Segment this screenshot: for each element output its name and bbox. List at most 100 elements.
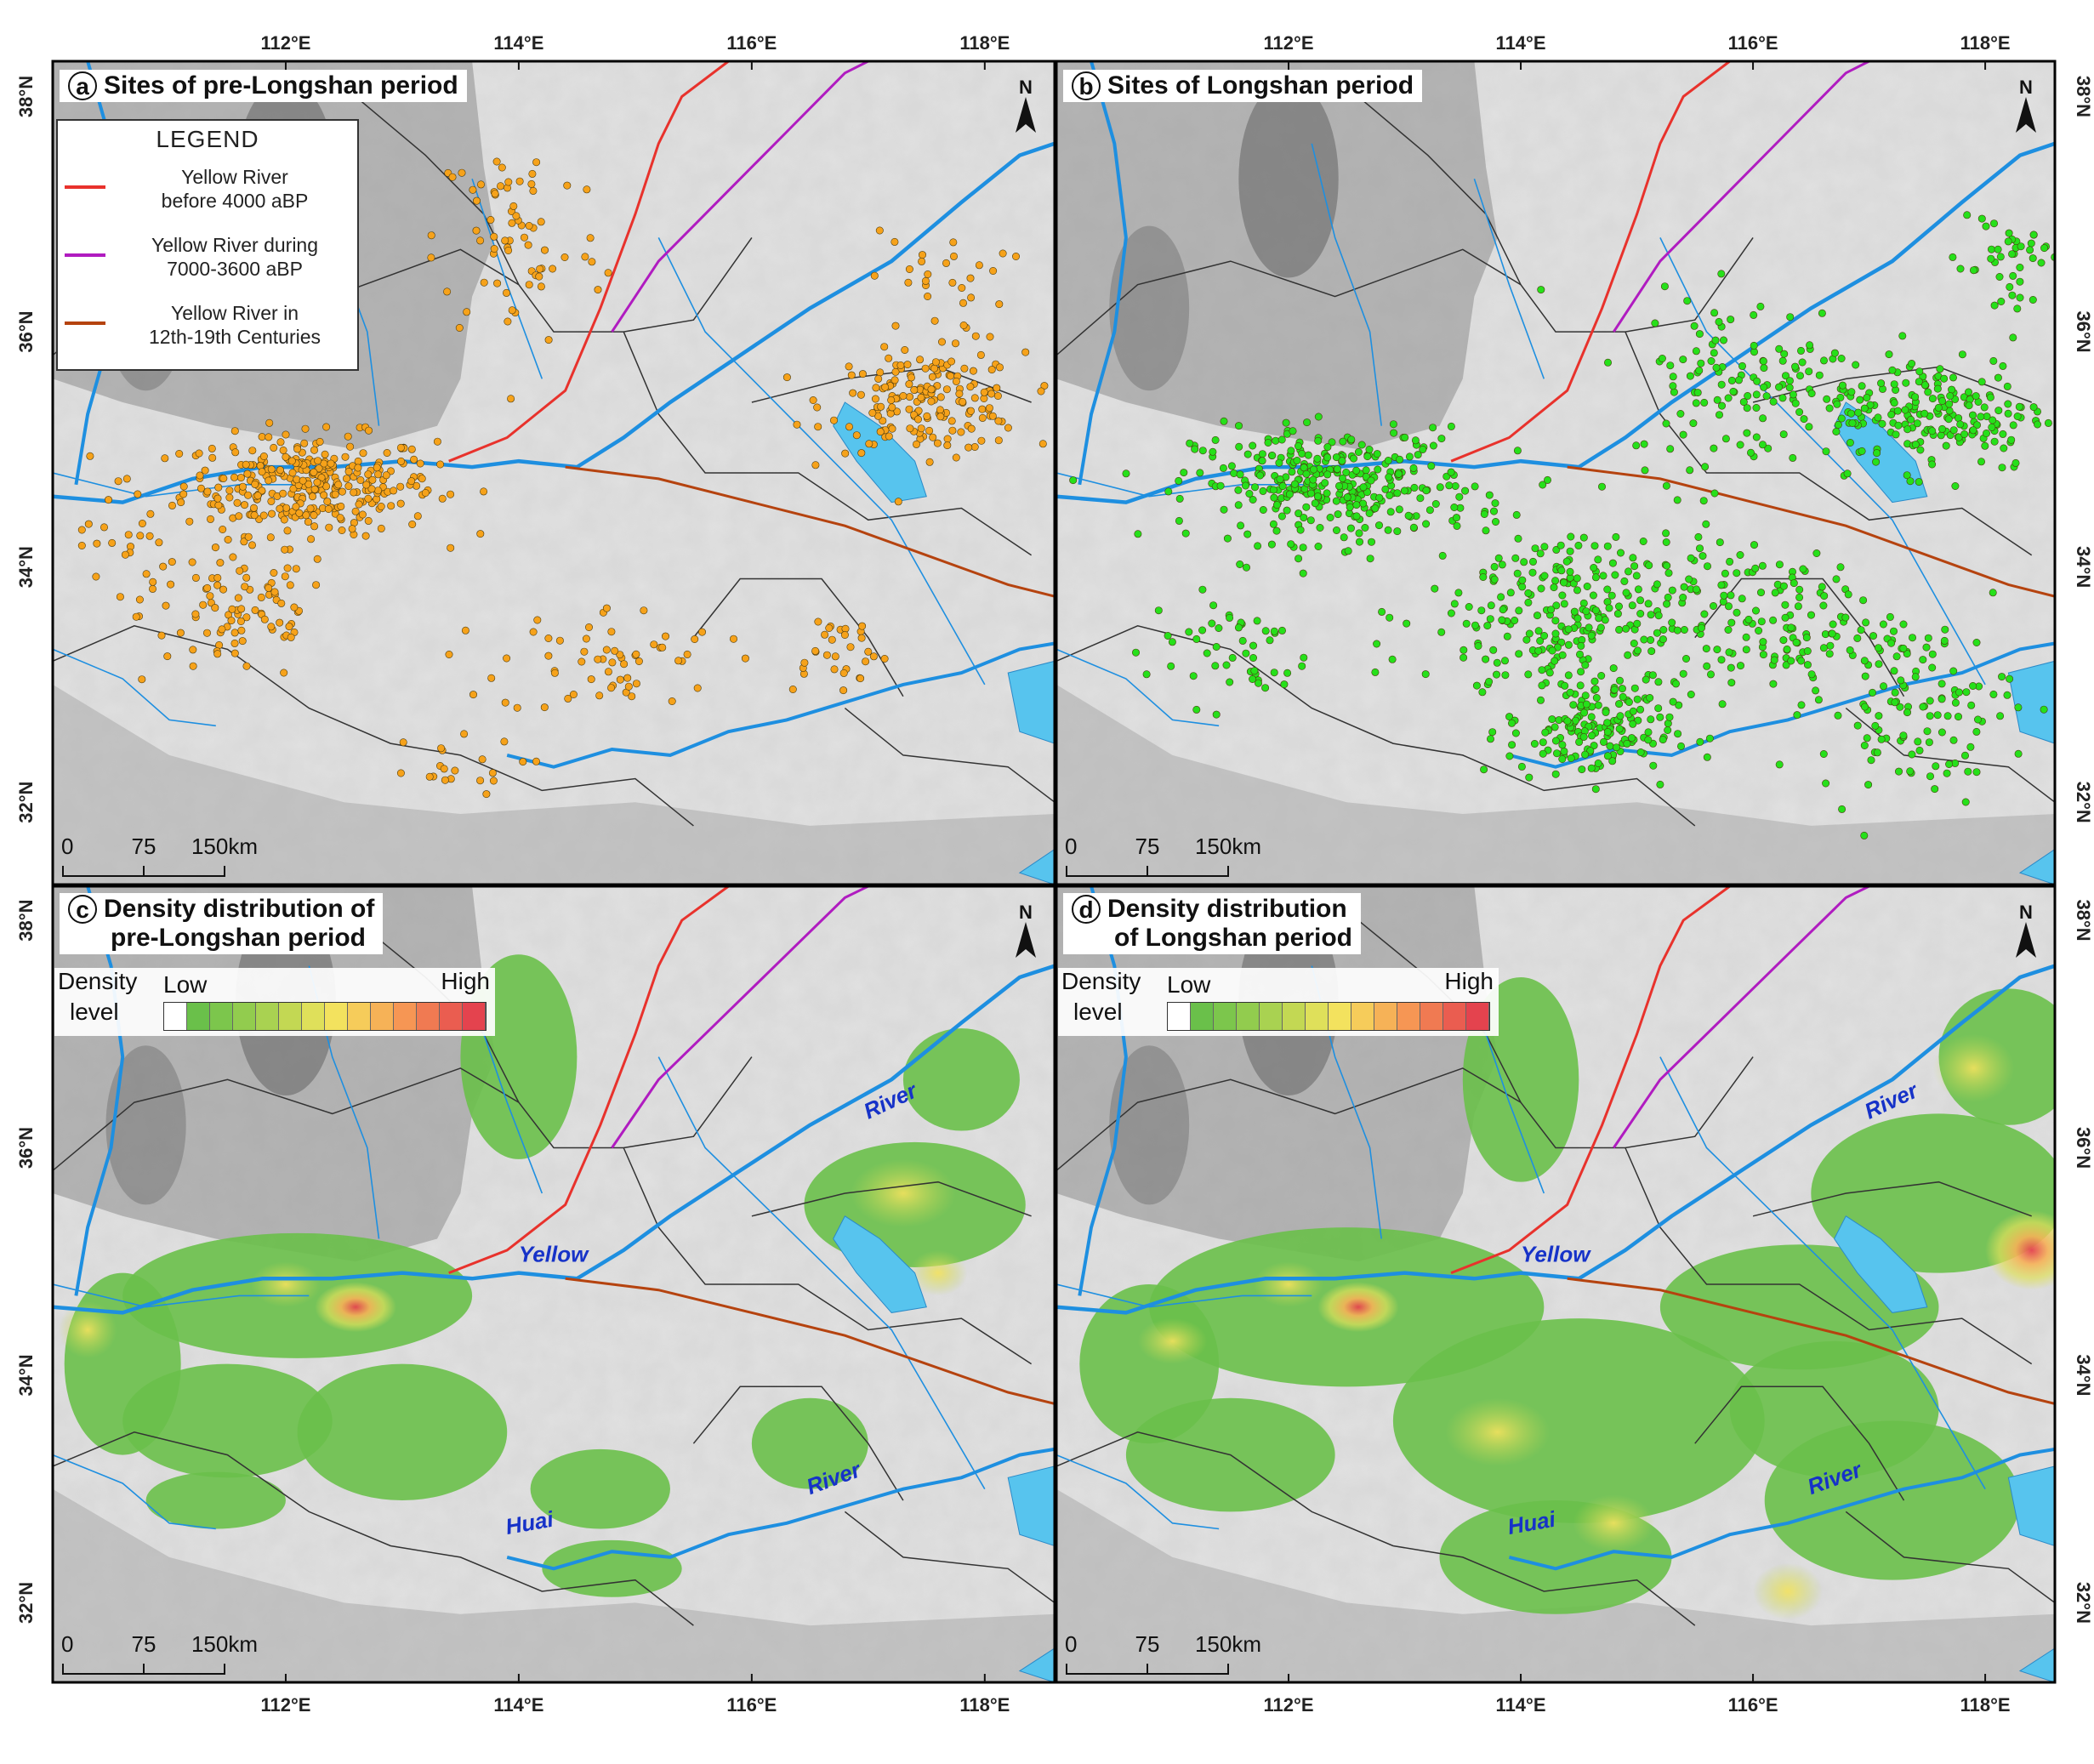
site-point [373, 470, 382, 479]
site-point [509, 202, 518, 210]
site-point [924, 292, 932, 300]
site-point [1996, 712, 2005, 720]
site-point [136, 532, 145, 540]
site-point [952, 339, 960, 348]
site-point [1616, 712, 1625, 720]
site-point [1553, 749, 1562, 758]
site-point [1833, 400, 1841, 408]
site-point [1486, 615, 1494, 623]
site-point [242, 662, 251, 670]
site-point [1680, 625, 1688, 634]
site-point [373, 487, 382, 495]
site-point [1856, 395, 1864, 404]
site-point [1717, 380, 1726, 389]
site-point [1259, 487, 1267, 495]
site-point [1544, 475, 1552, 484]
site-point [650, 640, 658, 649]
site-point [1750, 310, 1758, 319]
huai-river [506, 641, 1055, 769]
site-point [2006, 282, 2014, 291]
site-point [1037, 387, 1045, 395]
density-blob [751, 1397, 868, 1489]
site-point [1612, 532, 1620, 541]
site-point [564, 694, 572, 703]
site-point [321, 450, 329, 458]
site-point [1503, 632, 1511, 640]
site-point [1919, 703, 1927, 711]
site-point [1942, 441, 1950, 450]
site-point [729, 634, 737, 643]
site-point [1839, 381, 1847, 390]
site-point [959, 321, 968, 329]
site-point [1237, 521, 1245, 530]
site-point [1710, 444, 1718, 452]
site-point [1687, 690, 1695, 698]
site-point [313, 478, 321, 487]
site-point [1654, 612, 1663, 620]
site-point [1977, 378, 1986, 386]
site-point [390, 487, 398, 495]
site-point [640, 606, 648, 615]
site-point [1988, 423, 1996, 431]
site-point [1276, 475, 1284, 483]
panel-title-a: a Sites of pre-Longshan period [60, 70, 467, 102]
site-point [491, 190, 499, 198]
site-point [302, 511, 310, 520]
scale-bar: 0 75 150km [1065, 834, 1261, 877]
site-point [1990, 219, 1999, 228]
latitude-tick-label: 36°N [2073, 310, 2094, 352]
site-point [2011, 458, 2020, 467]
site-point [1662, 419, 1670, 428]
site-point [219, 585, 227, 594]
site-point [1300, 653, 1308, 662]
province-border [1056, 1056, 1754, 1171]
site-point [383, 448, 391, 457]
site-point [840, 630, 849, 639]
site-point [285, 623, 293, 631]
site-point [276, 504, 284, 513]
province-border [751, 366, 1032, 403]
site-point [1270, 627, 1278, 635]
site-point [1386, 613, 1394, 622]
site-point [280, 669, 288, 677]
site-point [1453, 521, 1461, 530]
site-point [1944, 415, 1953, 424]
site-point [1211, 435, 1220, 444]
river-label: Yellow [1521, 1241, 1591, 1266]
site-point [1537, 696, 1545, 704]
site-point [1695, 330, 1704, 339]
site-point [658, 643, 667, 652]
site-point [942, 259, 951, 267]
north-arrow-icon: N [1016, 902, 1036, 958]
site-point [1857, 626, 1865, 634]
site-point [1665, 713, 1674, 721]
site-point [1339, 437, 1347, 446]
site-point [359, 449, 367, 458]
site-point [1462, 619, 1471, 628]
site-point [1552, 545, 1561, 554]
site-point [270, 568, 278, 577]
site-point [238, 482, 247, 491]
site-point [947, 357, 956, 366]
site-point [1779, 582, 1788, 590]
site-point [1913, 419, 1921, 428]
site-point [478, 755, 487, 764]
site-point [1805, 423, 1813, 431]
site-point [1807, 670, 1816, 679]
site-point [1832, 427, 1841, 435]
site-point [1903, 425, 1912, 434]
site-point [841, 449, 850, 458]
density-color-step [394, 1003, 417, 1030]
site-point [880, 654, 889, 663]
site-point [279, 489, 287, 498]
site-point [307, 535, 316, 543]
legend-box: LEGEND Yellow River before 4000 aBP Yellow … [56, 119, 359, 371]
panel-title-line1: Density distribution [1107, 895, 1347, 923]
site-point [1727, 679, 1736, 687]
scale-bar-label: 75 [132, 834, 156, 859]
site-point [211, 604, 219, 612]
site-point [1798, 358, 1807, 367]
site-point [1717, 656, 1726, 664]
site-point [1381, 485, 1390, 493]
density-color-ramp [163, 1002, 487, 1031]
